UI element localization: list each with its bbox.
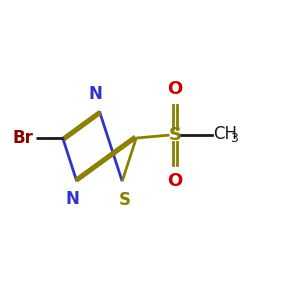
Text: N: N: [65, 190, 79, 208]
Text: N: N: [88, 85, 102, 103]
Text: CH: CH: [214, 124, 238, 142]
Text: S: S: [119, 191, 131, 209]
Text: 3: 3: [230, 132, 238, 145]
Text: O: O: [167, 80, 182, 98]
Text: O: O: [167, 172, 182, 190]
Text: Br: Br: [12, 129, 33, 147]
Text: S: S: [168, 126, 182, 144]
